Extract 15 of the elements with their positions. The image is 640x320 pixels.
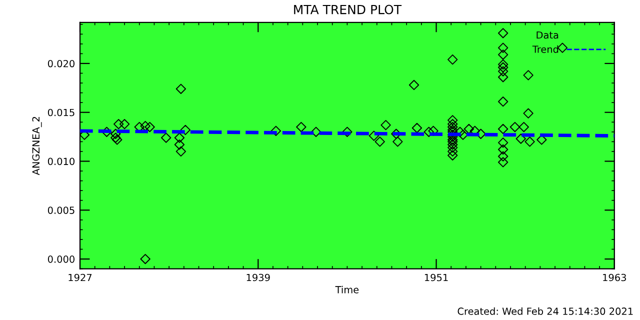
y-tick-label: 0.000 bbox=[48, 256, 74, 263]
y-tick-label: 0.020 bbox=[48, 60, 74, 68]
y-tick-label: 0.010 bbox=[48, 158, 74, 166]
x-tick-label: 1951 bbox=[424, 274, 448, 282]
y-tick-label: 0.015 bbox=[48, 108, 74, 116]
y-axis-title: ANGZNEA_2 bbox=[32, 116, 42, 176]
x-tick-label: 1927 bbox=[68, 274, 92, 282]
series-label: Data bbox=[536, 31, 558, 39]
x-tick-label: 1963 bbox=[603, 274, 626, 282]
y-tick-label: 0.005 bbox=[48, 206, 74, 214]
x-axis-title: Time bbox=[335, 286, 359, 294]
x-tick-label: 1939 bbox=[246, 274, 270, 282]
text: Created: Wed Feb 24 15:14:30 2021 bbox=[458, 307, 633, 315]
legend-label: Trend bbox=[532, 45, 558, 53]
chart-title: MTA TREND PLOT bbox=[294, 4, 402, 14]
